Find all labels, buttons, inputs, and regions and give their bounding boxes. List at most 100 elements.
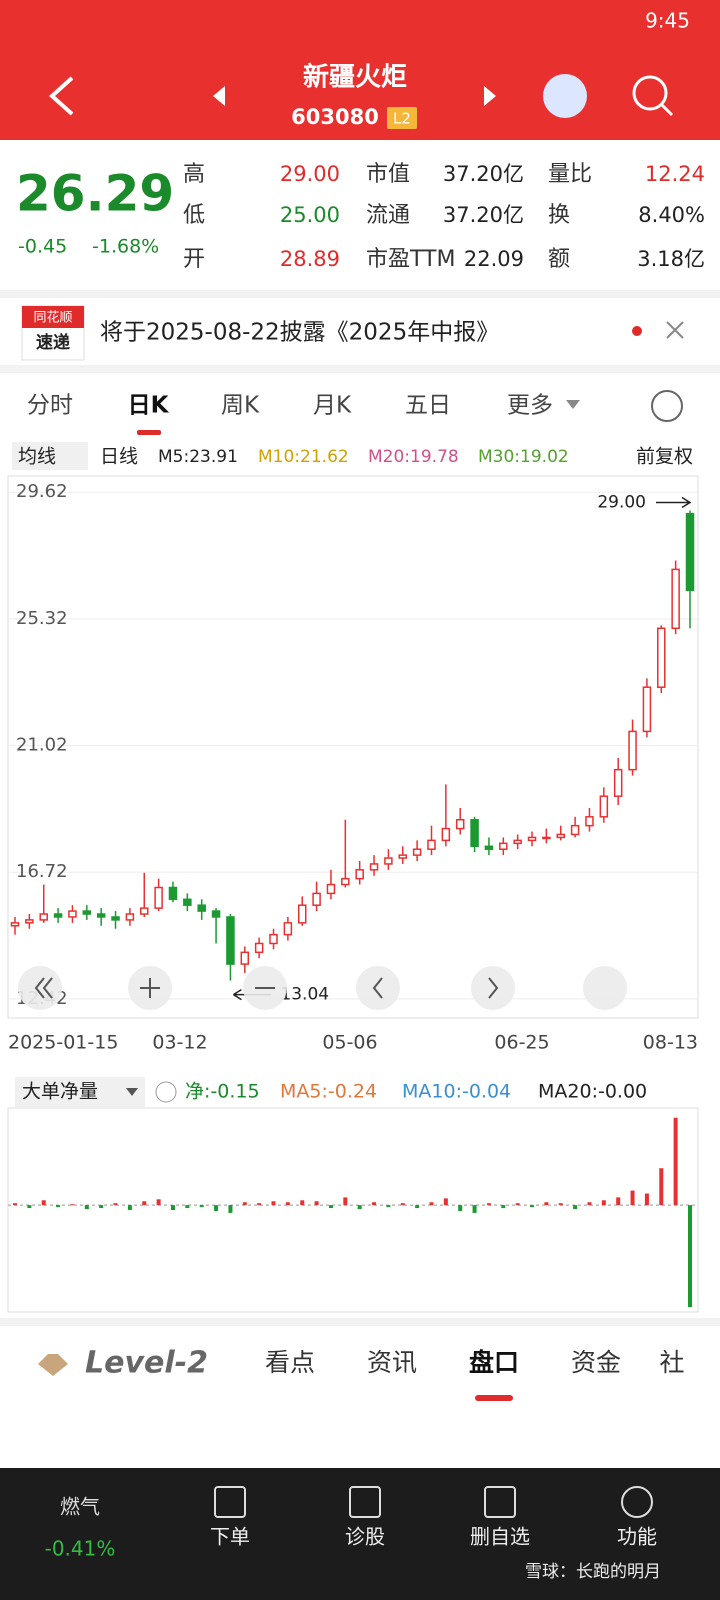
- flow-bar: [257, 1203, 262, 1206]
- flow-bar: [630, 1190, 635, 1206]
- tab[interactable]: 更多: [507, 393, 553, 419]
- section-tab[interactable]: Level-2: [85, 1346, 208, 1381]
- candle-body: [254, 942, 264, 954]
- flow-bar: [285, 1202, 290, 1206]
- section-tab[interactable]: 资讯: [367, 1348, 417, 1377]
- notice-logo: [22, 306, 84, 328]
- flow-bar: [558, 1203, 563, 1206]
- nav-item[interactable]: 删自选: [470, 1525, 530, 1549]
- index-change: -0.41%: [45, 1537, 116, 1561]
- nav-item[interactable]: 下单: [210, 1525, 250, 1549]
- flow-frame: [7, 1107, 699, 1313]
- candle-body: [570, 824, 580, 836]
- candle-body: [125, 913, 135, 921]
- flow-bar: [13, 1203, 17, 1206]
- quote-cell: 市盈TTM: [366, 247, 455, 272]
- flow-bar: [501, 1205, 506, 1209]
- section-tab[interactable]: 盘口: [469, 1348, 519, 1377]
- notice-close[interactable]: [666, 321, 684, 339]
- index-name[interactable]: 燃气: [60, 1495, 100, 1519]
- tab[interactable]: 分时: [27, 393, 73, 419]
- section-tab[interactable]: 看点: [265, 1348, 315, 1377]
- notice-logo-bottom: 速递: [36, 332, 70, 353]
- candle-body: [470, 819, 479, 848]
- high-arrow: [656, 496, 692, 509]
- tab[interactable]: 周K: [221, 393, 260, 419]
- candle-body: [39, 913, 48, 921]
- price: 26.29: [16, 165, 174, 223]
- quote-cell: 开: [183, 247, 205, 272]
- flow-bar: [372, 1202, 377, 1206]
- flow-bar: [142, 1201, 147, 1206]
- chart-controls: [18, 966, 627, 1010]
- flow-bar: [27, 1205, 32, 1209]
- help-icon: [155, 1081, 177, 1103]
- flow-ma10: MA10:-0.04: [402, 1081, 511, 1103]
- flow-title: 大单净量: [22, 1081, 98, 1103]
- flow-bar: [156, 1199, 161, 1206]
- ma-selector-bg[interactable]: [12, 442, 88, 470]
- status-time: 9:45: [645, 9, 690, 33]
- y-tick-label: 16.72: [16, 861, 68, 882]
- back-button[interactable]: [49, 76, 74, 116]
- control-button[interactable]: [356, 966, 400, 1010]
- nav-item[interactable]: 诊股: [345, 1525, 385, 1549]
- control-button[interactable]: [471, 966, 515, 1010]
- candle-body: [82, 910, 92, 915]
- adjust[interactable]: 前复权: [636, 446, 693, 468]
- candle-body: [154, 886, 163, 909]
- candle-body: [398, 854, 408, 859]
- candle-body: [226, 916, 235, 965]
- candle-body: [240, 951, 250, 965]
- flow-bar: [429, 1202, 434, 1206]
- control-button[interactable]: [18, 966, 62, 1010]
- divider: [0, 365, 720, 373]
- candle-body: [685, 512, 695, 592]
- flow-bar: [659, 1168, 664, 1206]
- tab[interactable]: 月K: [313, 393, 352, 419]
- candle-body: [111, 916, 120, 921]
- stock-name: 新疆火炬: [303, 62, 407, 93]
- ma5: M5:23.91: [158, 447, 238, 467]
- flow-bar: [113, 1203, 118, 1206]
- candle-body: [628, 730, 637, 771]
- flow-bar: [400, 1203, 405, 1206]
- section-tab[interactable]: 社: [659, 1348, 684, 1377]
- candle-body: [613, 768, 623, 797]
- nav-item[interactable]: 功能: [617, 1525, 657, 1549]
- candle-body: [25, 919, 34, 924]
- notice-text[interactable]: 将于2025-08-22披露《2025年中报》: [100, 320, 499, 346]
- candle-body: [499, 842, 508, 850]
- quote-cell: 37.20亿: [443, 162, 524, 186]
- flow-bar: [271, 1201, 276, 1206]
- flow-bar: [587, 1202, 592, 1206]
- tab[interactable]: 五日: [405, 393, 451, 419]
- candle-body: [369, 863, 379, 871]
- period: 日线: [100, 446, 138, 468]
- y-tick-label: 25.32: [16, 608, 68, 629]
- quote-cell: 28.89: [280, 247, 340, 271]
- candle-body: [283, 922, 293, 936]
- flow-selector-bg[interactable]: [15, 1077, 145, 1107]
- section-underline: [475, 1395, 513, 1401]
- section-tab[interactable]: 资金: [571, 1348, 621, 1377]
- flow-bar: [415, 1205, 420, 1209]
- candle-body: [657, 627, 666, 688]
- robot-icon[interactable]: [543, 74, 587, 118]
- candle-body: [326, 883, 336, 895]
- tab[interactable]: 日K: [128, 393, 170, 419]
- flow-bar: [515, 1203, 520, 1206]
- nav-icon: [214, 1486, 246, 1518]
- flow-bar: [443, 1198, 448, 1206]
- search-icon[interactable]: [632, 75, 668, 111]
- ma-selector[interactable]: 均线: [18, 446, 56, 468]
- tab-underline: [137, 430, 161, 435]
- flow-net: 净:-0.15: [185, 1081, 260, 1103]
- candle-body: [585, 816, 594, 827]
- flow-bar: [199, 1205, 204, 1208]
- quote-cell: 37.20亿: [443, 203, 524, 227]
- settings-icon[interactable]: [651, 390, 683, 422]
- flow-bar: [472, 1205, 477, 1213]
- control-button[interactable]: [583, 966, 627, 1010]
- flow-bar: [99, 1205, 104, 1209]
